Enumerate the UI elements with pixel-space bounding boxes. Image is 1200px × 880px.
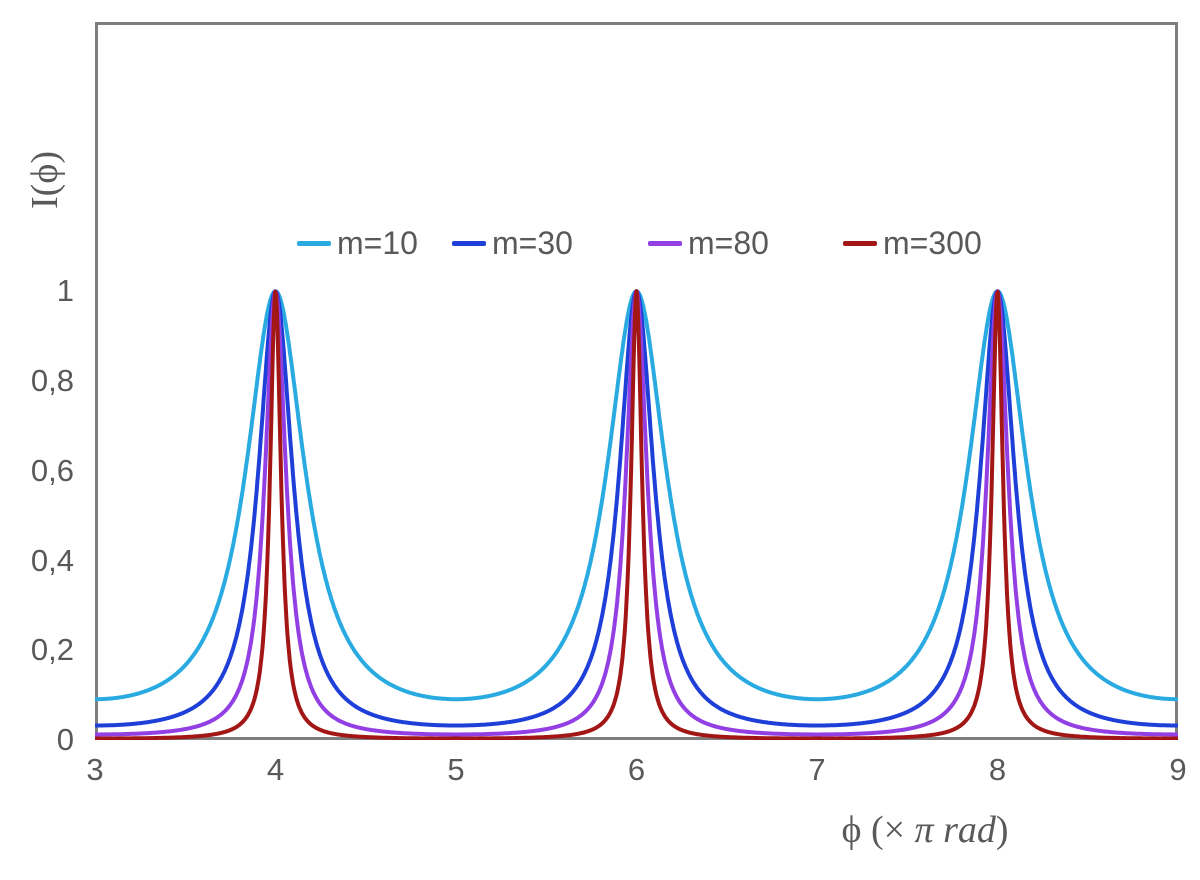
legend-swatch-m-300: [843, 240, 877, 246]
x-tick-label-6: 6: [627, 752, 646, 787]
y-axis-title: I(ϕ): [24, 151, 66, 209]
legend-label-m-80: m=80: [688, 225, 769, 261]
plot-curves: [95, 289, 1178, 740]
y-tick-label-0,8: 0,8: [30, 363, 74, 398]
x-axis-title: ϕ (× π rad): [841, 808, 1008, 852]
plot-area: [95, 22, 1178, 740]
x-tick-label-3: 3: [86, 752, 104, 787]
y-tick-label-0: 0: [56, 722, 74, 757]
legend-swatch-m-30: [452, 240, 486, 246]
legend-label-m-10: m=10: [337, 225, 418, 261]
legend-label-m-30: m=30: [492, 225, 573, 261]
curve-m-30: [95, 289, 1178, 728]
x-tick-label-7: 7: [808, 752, 826, 787]
legend-item-m-30: m=30: [452, 224, 573, 262]
x-tick-label-8: 8: [988, 752, 1007, 787]
legend-item-m-10: m=10: [297, 224, 418, 262]
y-tick-label-0,2: 0,2: [30, 632, 74, 668]
curve-m-300: [95, 289, 1178, 740]
legend-swatch-m-80: [648, 240, 682, 246]
x-axis-title-suffix: ): [995, 809, 1009, 851]
y-tick-label-0,4: 0,4: [30, 542, 74, 578]
x-axis-title-prefix: ϕ (×: [841, 809, 915, 851]
x-tick-label-9: 9: [1169, 752, 1187, 787]
legend-item-m-300: m=300: [843, 224, 982, 262]
x-tick-label-4: 4: [266, 752, 285, 787]
x-tick-label-5: 5: [447, 752, 465, 787]
y-tick-label-0,6: 0,6: [30, 452, 74, 488]
curve-m-80: [95, 289, 1178, 737]
legend-item-m-80: m=80: [648, 224, 769, 262]
legend-swatch-m-10: [297, 240, 331, 246]
x-axis-title-italic: π rad: [914, 809, 996, 851]
legend-label-m-300: m=300: [883, 225, 982, 261]
y-tick-label-1: 1: [56, 273, 74, 309]
